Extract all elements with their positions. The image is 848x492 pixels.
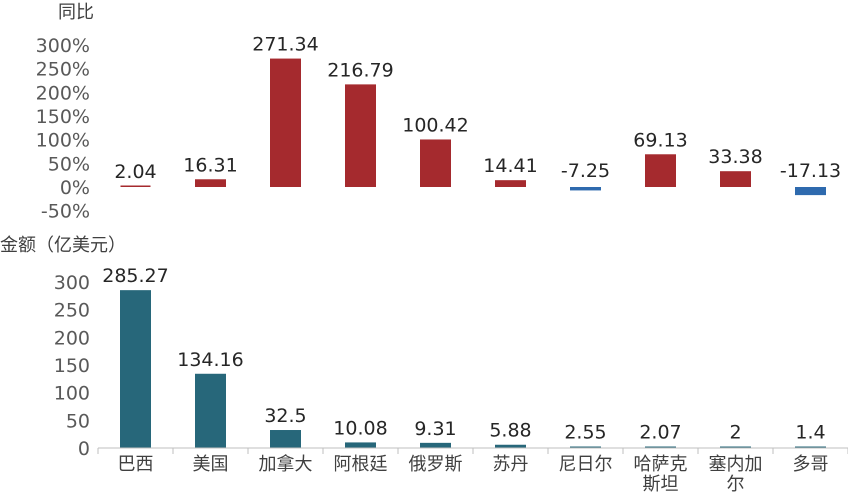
bottom-data-label: 32.5 [264, 405, 306, 427]
x-category-label: 哈萨克 [634, 454, 688, 475]
bottom-bar [495, 444, 526, 448]
top-bar [270, 58, 301, 187]
bottom-data-label: 10.08 [333, 417, 387, 439]
x-category-label: 塞内加 [709, 454, 763, 475]
x-category-label: 阿根廷 [334, 454, 388, 475]
bottom-bar [645, 446, 676, 448]
bottom-data-label: 5.88 [489, 420, 531, 442]
top-data-label: 271.34 [252, 34, 318, 56]
top-y-tick-label: -50% [41, 201, 90, 223]
top-data-label: 16.31 [183, 154, 237, 176]
x-category-label: 俄罗斯 [409, 454, 463, 475]
bottom-y-tick-label: 300 [54, 272, 90, 294]
bottom-data-label: 285.27 [102, 265, 168, 287]
top-data-label: 2.04 [114, 161, 156, 183]
top-bar [570, 187, 601, 191]
bottom-data-label: 2 [729, 422, 741, 444]
x-category-label: 美国 [193, 454, 229, 475]
top-bar [720, 171, 751, 187]
x-category-label: 斯坦 [643, 474, 679, 492]
bottom-axis-title: 金额（亿美元） [0, 235, 126, 256]
x-category-label: 尼日尔 [559, 454, 613, 475]
bottom-bar [720, 446, 751, 448]
top-y-tick-label: 50% [48, 153, 90, 175]
top-data-label: -7.25 [561, 160, 610, 182]
bottom-y-tick-label: 100 [54, 383, 90, 405]
top-y-tick-label: 0% [60, 177, 90, 199]
bottom-data-label: 9.31 [414, 418, 456, 440]
bottom-y-tick-label: 50 [66, 410, 90, 432]
bottom-y-tick-label: 250 [54, 300, 90, 322]
top-bar [645, 154, 676, 187]
bottom-bar [570, 446, 601, 448]
bottom-bar [270, 430, 301, 448]
x-category-label: 苏丹 [493, 454, 529, 475]
top-y-tick-label: 200% [36, 82, 90, 104]
bottom-data-label: 2.55 [564, 422, 606, 444]
bottom-data-label: 134.16 [177, 349, 243, 371]
bottom-bar [120, 290, 151, 448]
top-axis-title: 同比 [58, 2, 94, 23]
top-data-label: 69.13 [633, 129, 687, 151]
top-bar [495, 180, 526, 187]
bottom-data-label: 2.07 [639, 422, 681, 444]
x-category-label: 尔 [727, 474, 745, 492]
top-y-tick-label: 250% [36, 59, 90, 81]
x-category-label: 巴西 [118, 454, 154, 475]
top-bar [195, 179, 226, 187]
bottom-bar [345, 442, 376, 448]
bottom-bar [195, 373, 226, 448]
x-category-label: 多哥 [793, 454, 829, 475]
top-bar [345, 84, 376, 187]
bottom-y-tick-label: 0 [78, 438, 90, 460]
top-data-label: 216.79 [327, 59, 393, 81]
bottom-bar [420, 442, 451, 448]
top-bar [795, 187, 826, 196]
top-data-label: 33.38 [708, 146, 762, 168]
bottom-bar [795, 446, 826, 448]
top-bar [420, 139, 451, 187]
bottom-data-label: 1.4 [795, 422, 825, 444]
top-data-label: 100.42 [402, 114, 468, 136]
x-category-label: 加拿大 [259, 453, 313, 475]
top-y-tick-label: 150% [36, 106, 90, 128]
top-bar [120, 185, 151, 187]
bottom-y-tick-label: 150 [54, 355, 90, 377]
bottom-y-tick-label: 200 [54, 327, 90, 349]
top-y-tick-label: 300% [36, 35, 90, 57]
top-data-label: 14.41 [483, 155, 537, 177]
top-y-tick-label: 100% [36, 130, 90, 152]
top-data-label: -17.13 [780, 160, 841, 182]
